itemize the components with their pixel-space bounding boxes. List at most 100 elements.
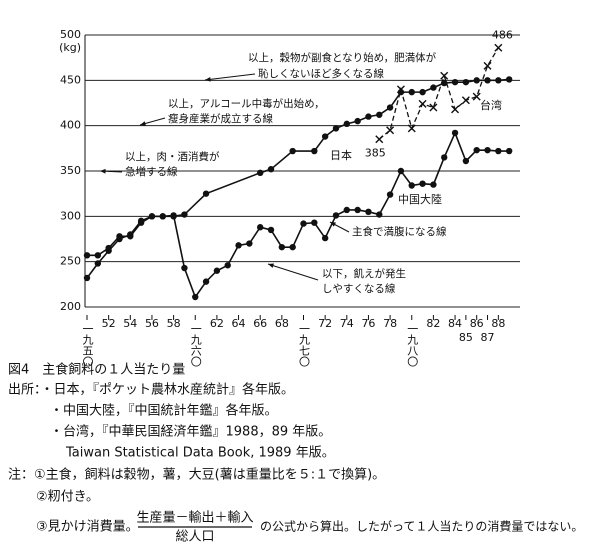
point xyxy=(170,212,177,219)
point xyxy=(365,113,372,120)
x-tick-label: 一九七〇 xyxy=(298,323,311,367)
y-tick-label: 350 xyxy=(60,164,81,177)
point xyxy=(386,104,394,111)
point xyxy=(354,206,361,214)
point xyxy=(495,77,502,84)
x-tick-label: 62 xyxy=(210,317,224,330)
point xyxy=(83,274,91,282)
point xyxy=(267,226,275,234)
point xyxy=(419,180,426,187)
point xyxy=(484,146,491,154)
formula-numerator: 生産量－輸出＋輸入 xyxy=(136,510,253,526)
point xyxy=(267,165,275,173)
source-line: Taiwan Statistical Data Book, 1989 年版。 xyxy=(65,446,335,461)
point xyxy=(311,219,318,226)
point xyxy=(224,262,231,269)
annotation: 恥しくないほど多くなる線 xyxy=(258,67,384,80)
point xyxy=(375,135,384,144)
source-line: 出所：・日本，『ポケット農林水産統計』各年版。 xyxy=(8,382,294,398)
point xyxy=(257,169,264,177)
point xyxy=(430,181,437,188)
arrow-shaft xyxy=(267,263,319,281)
point xyxy=(473,77,480,84)
point xyxy=(408,88,415,96)
y-tick-label: 250 xyxy=(60,255,81,268)
x-tick-label: 88 xyxy=(491,317,505,330)
x-tick-label: 72 xyxy=(318,317,332,330)
point xyxy=(192,293,199,301)
point xyxy=(494,43,503,52)
point xyxy=(116,233,123,240)
point xyxy=(343,206,350,214)
x-tick-label: 66 xyxy=(253,317,267,330)
point xyxy=(441,154,448,161)
point xyxy=(505,76,513,83)
point xyxy=(83,252,91,259)
arrow-head xyxy=(268,263,274,268)
point xyxy=(202,278,210,285)
point xyxy=(505,147,513,155)
figure-title: 図4 主食飼料の１人当たり量 xyxy=(8,362,185,378)
annotation: 以上，アルコール中毒が出始め， xyxy=(168,97,325,110)
annotation: 瘦身産業が成立する線 xyxy=(168,112,273,125)
point xyxy=(289,147,296,155)
annotation: 以下，飢えが発生 xyxy=(322,267,406,280)
point xyxy=(311,147,318,155)
x-tick-label: 85 xyxy=(459,331,473,344)
point xyxy=(278,243,286,251)
y-tick-label: 400 xyxy=(60,119,81,132)
source-line: ・中国大陸，『中国統計年鑑』各年版。 xyxy=(50,403,278,419)
point xyxy=(202,190,210,197)
x-tick-label: 74 xyxy=(340,317,354,330)
x-tick-label: 68 xyxy=(275,317,289,330)
point xyxy=(462,157,470,165)
x-tick-label: 54 xyxy=(123,317,137,330)
source-line: ・台湾，『中華民国経済年鑑』1988，89 年版。 xyxy=(50,424,331,440)
point xyxy=(386,191,394,198)
y-unit: (kg) xyxy=(59,41,81,54)
x-tick-label: 58 xyxy=(167,317,181,330)
point xyxy=(440,71,449,80)
point xyxy=(397,167,405,175)
x-tick-label: 一九五〇 xyxy=(81,323,94,367)
point xyxy=(408,182,415,189)
note-line: 注：①主食，飼料は穀物，薯，大豆(薯は重量比を５:１で換算)。 xyxy=(8,467,385,483)
point xyxy=(429,103,438,112)
arrow-head xyxy=(330,222,336,227)
y-tick-label: 450 xyxy=(60,73,81,86)
y-tick-label: 300 xyxy=(60,209,81,222)
point xyxy=(473,146,480,154)
point xyxy=(105,244,112,252)
point xyxy=(407,124,416,133)
series-label: 日本 xyxy=(330,148,352,162)
data-label: 385 xyxy=(365,146,386,159)
x-tick-label: 78 xyxy=(383,317,397,330)
point xyxy=(257,224,264,231)
point xyxy=(430,84,437,91)
point xyxy=(418,99,427,108)
point xyxy=(94,260,102,267)
point xyxy=(343,120,350,128)
point xyxy=(235,242,242,249)
point xyxy=(246,240,253,247)
point xyxy=(483,61,492,70)
x-tick-label: 一九六〇 xyxy=(189,323,202,367)
point xyxy=(451,129,459,137)
x-tick-label: 86 xyxy=(470,317,484,330)
formula-denominator: 総人口 xyxy=(175,530,214,545)
x-tick-label: 56 xyxy=(145,317,159,330)
point xyxy=(386,126,395,135)
series-line xyxy=(378,47,499,140)
x-tick-label: 52 xyxy=(102,317,116,330)
point xyxy=(181,211,188,218)
x-tick-label: 一九八〇 xyxy=(406,323,419,367)
point xyxy=(354,117,361,125)
note-line: ②籾付き。 xyxy=(36,490,99,505)
point xyxy=(137,219,145,226)
point xyxy=(159,213,166,220)
annotation: 主食で満腹になる線 xyxy=(352,225,447,238)
series-label: 台湾 xyxy=(480,98,502,112)
point xyxy=(300,220,307,227)
point xyxy=(451,78,459,86)
